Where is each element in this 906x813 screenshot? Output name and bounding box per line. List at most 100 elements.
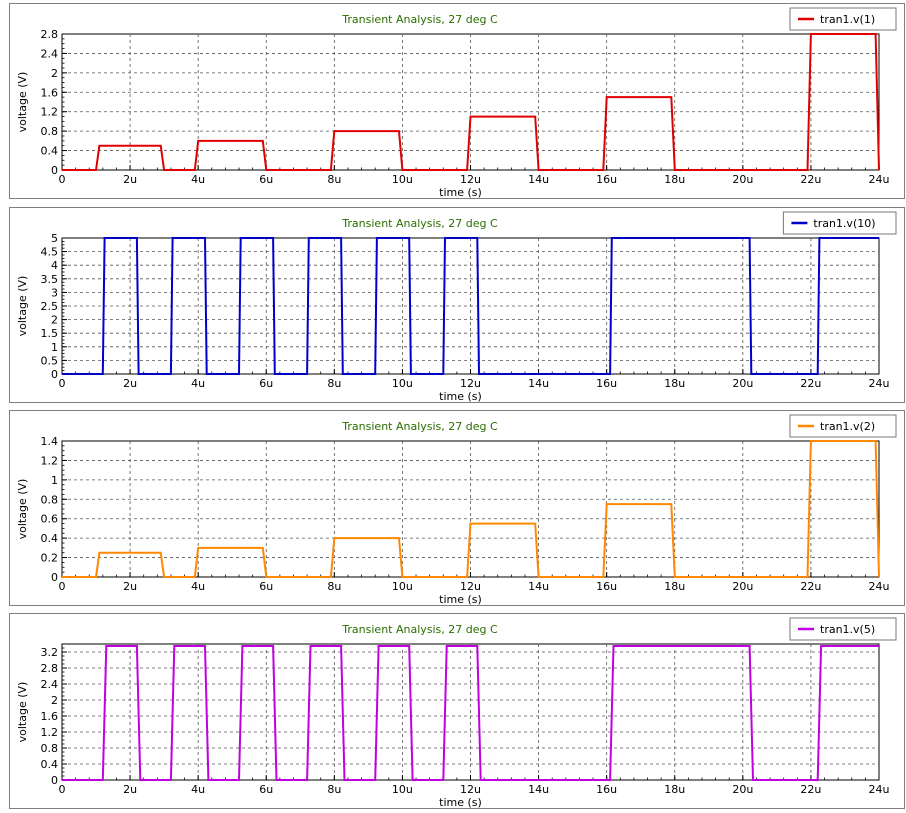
y-tick-label: 1.2 — [41, 454, 59, 467]
y-tick-label: 1 — [51, 474, 58, 487]
x-tick-label: 14u — [528, 377, 549, 390]
x-tick-label: 10u — [392, 783, 413, 796]
legend-label: tran1.v(10) — [813, 217, 875, 230]
x-tick-label: 12u — [460, 377, 481, 390]
x-tick-label: 14u — [528, 173, 549, 186]
x-tick-label: 20u — [732, 377, 753, 390]
x-tick-label: 10u — [392, 580, 413, 593]
x-tick-label: 0 — [59, 173, 66, 186]
x-tick-label: 24u — [869, 783, 890, 796]
legend-box — [789, 7, 897, 31]
y-tick-label: 3.5 — [41, 273, 59, 286]
y-tick-label: 0.2 — [41, 552, 59, 565]
x-tick-label: 2u — [123, 783, 137, 796]
x-tick-label: 10u — [392, 173, 413, 186]
chart-title: Transient Analysis, 27 deg C — [341, 420, 498, 433]
legend-label: tran1.v(5) — [820, 623, 875, 636]
x-tick-label: 20u — [732, 783, 753, 796]
y-tick-label: 3.2 — [41, 646, 59, 659]
chart-svg: Transient Analysis, 27 deg C 0 2u 4u 6u 8u 10u… — [16, 617, 897, 809]
x-tick-label: 0 — [59, 580, 66, 593]
legend-box — [789, 617, 897, 641]
x-tick-label: 22u — [800, 377, 821, 390]
x-tick-label: 4u — [191, 580, 205, 593]
x-tick-label: 24u — [869, 580, 890, 593]
chart-title: Transient Analysis, 27 deg C — [341, 13, 498, 26]
x-tick-label: 18u — [664, 580, 685, 593]
y-axis-label: voltage (V) — [16, 72, 29, 133]
legend-box — [789, 414, 897, 438]
x-tick-label: 2u — [123, 173, 137, 186]
x-tick-label: 2u — [123, 580, 137, 593]
x-tick-label: 16u — [596, 377, 617, 390]
y-tick-label: 0.8 — [41, 742, 59, 755]
chart-panel-1: Transient Analysis, 27 deg C 0 2u 4u 6u 8u 10u… — [9, 3, 905, 199]
y-tick-label: 5 — [51, 232, 58, 245]
y-tick-label: 0.8 — [41, 125, 59, 138]
y-tick-label: 1.6 — [41, 710, 59, 723]
x-tick-label: 18u — [664, 173, 685, 186]
y-tick-label: 0.5 — [41, 354, 59, 367]
y-tick-label: 1 — [51, 341, 58, 354]
x-tick-label: 2u — [123, 377, 137, 390]
x-axis-label: time (s) — [439, 390, 482, 403]
legend-box — [782, 211, 897, 235]
series-line — [62, 645, 879, 781]
y-tick-label: 2.8 — [41, 28, 59, 41]
x-tick-label: 6u — [259, 173, 273, 186]
y-tick-label: 2.5 — [41, 300, 59, 313]
y-tick-label: 0.8 — [41, 493, 59, 506]
y-tick-label: 2.8 — [41, 662, 59, 675]
x-tick-label: 4u — [191, 783, 205, 796]
x-tick-label: 6u — [259, 580, 273, 593]
x-tick-label: 16u — [596, 173, 617, 186]
legend-label: tran1.v(2) — [820, 420, 875, 433]
y-tick-label: 2.4 — [41, 47, 59, 60]
x-tick-label: 24u — [869, 173, 890, 186]
y-tick-label: 4 — [51, 259, 58, 272]
x-tick-label: 4u — [191, 377, 205, 390]
x-tick-label: 12u — [460, 580, 481, 593]
chart-svg: Transient Analysis, 27 deg C 0 2u 4u 6u 8u 10u… — [16, 7, 897, 199]
legend-label: tran1.v(1) — [820, 13, 875, 26]
x-tick-label: 24u — [869, 377, 890, 390]
x-tick-label: 6u — [259, 377, 273, 390]
y-tick-label: 2 — [51, 67, 58, 80]
x-axis-label: time (s) — [439, 593, 482, 606]
y-tick-label: 0.4 — [41, 758, 59, 771]
x-tick-label: 20u — [732, 173, 753, 186]
x-axis-label: time (s) — [439, 186, 482, 199]
x-tick-label: 22u — [800, 173, 821, 186]
x-tick-label: 22u — [800, 580, 821, 593]
y-tick-label: 0 — [51, 774, 58, 787]
x-tick-label: 20u — [732, 580, 753, 593]
x-tick-label: 8u — [327, 580, 341, 593]
y-tick-label: 2 — [51, 694, 58, 707]
x-tick-label: 14u — [528, 783, 549, 796]
x-tick-label: 10u — [392, 377, 413, 390]
x-tick-label: 18u — [664, 377, 685, 390]
chart-svg: Transient Analysis, 27 deg C 0 2u 4u 6u 8u 10u… — [16, 414, 897, 606]
x-tick-label: 22u — [800, 783, 821, 796]
y-tick-label: 0 — [51, 164, 58, 177]
y-tick-label: 1.2 — [41, 726, 59, 739]
chart-svg: Transient Analysis, 27 deg C 0 2u 4u 6u 8u 10u… — [16, 211, 897, 403]
chart-panel-4: Transient Analysis, 27 deg C 0 2u 4u 6u 8u 10u… — [9, 613, 905, 809]
y-tick-label: 0.4 — [41, 145, 59, 158]
x-tick-label: 12u — [460, 783, 481, 796]
y-axis-label: voltage (V) — [16, 682, 29, 743]
x-tick-label: 8u — [327, 783, 341, 796]
y-tick-label: 1.2 — [41, 106, 59, 119]
y-tick-label: 0.4 — [41, 532, 59, 545]
x-tick-label: 0 — [59, 783, 66, 796]
y-tick-label: 1.6 — [41, 86, 59, 99]
series-line — [62, 237, 879, 375]
y-tick-label: 0 — [51, 368, 58, 381]
y-tick-label: 1.5 — [41, 327, 59, 340]
y-tick-label: 2.4 — [41, 678, 59, 691]
x-tick-label: 16u — [596, 580, 617, 593]
y-axis-label: voltage (V) — [16, 276, 29, 337]
x-axis-label: time (s) — [439, 796, 482, 809]
y-tick-label: 3 — [51, 286, 58, 299]
x-tick-label: 14u — [528, 580, 549, 593]
